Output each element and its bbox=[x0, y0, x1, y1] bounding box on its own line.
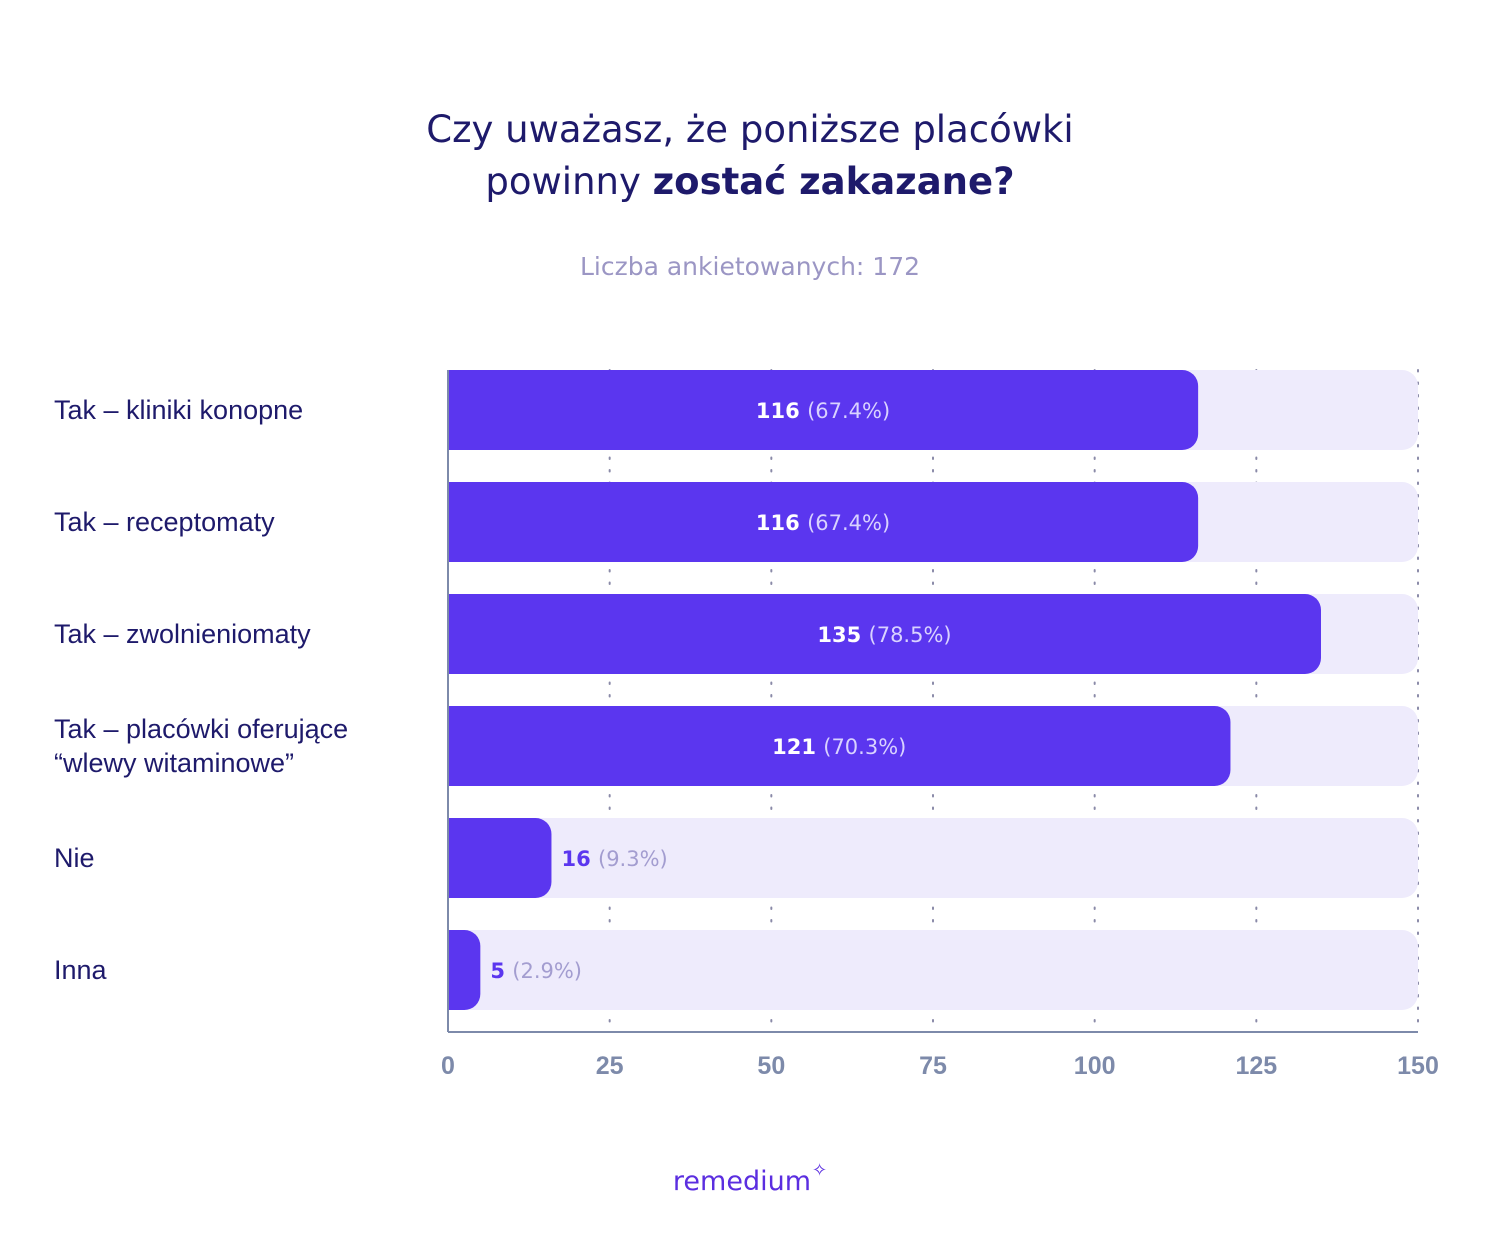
category-label-line: Nie bbox=[54, 843, 95, 873]
bar-left-edge bbox=[448, 930, 464, 1010]
bar-left-edge bbox=[448, 370, 464, 450]
category-label: Inna bbox=[54, 955, 108, 985]
data-label: 121 (70.3%) bbox=[772, 735, 906, 759]
bar-left-edge bbox=[448, 818, 464, 898]
data-label-value: 5 bbox=[490, 959, 512, 983]
chart-subtitle: Liczba ankietowanych: 172 bbox=[579, 252, 921, 281]
data-label-value: 121 bbox=[772, 735, 823, 759]
title-line-2-bold: zostać zakazane? bbox=[652, 160, 1015, 203]
data-label-value: 116 bbox=[756, 511, 807, 535]
x-tick-label: 125 bbox=[1235, 1052, 1277, 1080]
bar-left-edge bbox=[448, 594, 464, 674]
x-tick-label: 50 bbox=[757, 1052, 785, 1080]
bar bbox=[448, 370, 1199, 450]
bar-track bbox=[448, 818, 1418, 898]
category-label-line: Tak – kliniki konopne bbox=[54, 395, 303, 425]
x-tick-label: 100 bbox=[1074, 1052, 1116, 1080]
data-label: 135 (78.5%) bbox=[817, 623, 951, 647]
data-label-percent: (67.4%) bbox=[807, 399, 890, 423]
sparkle-icon: ✧ bbox=[812, 1160, 828, 1181]
data-label-percent: (9.3%) bbox=[598, 847, 668, 871]
data-label-percent: (2.9%) bbox=[512, 959, 582, 983]
data-label-value: 16 bbox=[561, 847, 598, 871]
data-label-value: 116 bbox=[756, 399, 807, 423]
category-label-line: Inna bbox=[54, 955, 108, 985]
x-tick-label: 25 bbox=[596, 1052, 624, 1080]
bar bbox=[448, 818, 552, 898]
x-tick-label: 75 bbox=[919, 1052, 947, 1080]
title-line-2-prefix: powinny bbox=[485, 160, 641, 203]
category-label-line: Tak – receptomaty bbox=[54, 507, 275, 537]
logo: remedium✧ bbox=[0, 1160, 1500, 1197]
category-label: Tak – receptomaty bbox=[54, 507, 275, 537]
category-label: Tak – placówki oferujące “wlewy witaminow… bbox=[54, 714, 348, 778]
bar bbox=[448, 482, 1199, 562]
logo-text: remedium bbox=[672, 1166, 811, 1197]
title-line-2: powinny zostać zakazane? bbox=[0, 156, 1500, 208]
bar bbox=[448, 594, 1321, 674]
data-label: 16 (9.3%) bbox=[561, 847, 667, 871]
category-label-line: Tak – placówki oferujące bbox=[54, 714, 348, 744]
data-label: 5 (2.9%) bbox=[490, 959, 582, 983]
category-label: Tak – kliniki konopne bbox=[54, 395, 303, 425]
bar-track bbox=[448, 930, 1418, 1010]
data-label-value: 135 bbox=[817, 623, 868, 647]
x-tick-label: 0 bbox=[441, 1052, 455, 1080]
data-label-percent: (78.5%) bbox=[869, 623, 952, 647]
category-label-line: Tak – zwolnieniomaty bbox=[54, 619, 311, 649]
bar-left-edge bbox=[448, 706, 464, 786]
bar-left-edge bbox=[448, 482, 464, 562]
bar bbox=[448, 706, 1231, 786]
category-label-line: “wlewy witaminowe” bbox=[54, 748, 294, 778]
title-line-1: Czy uważasz, że poniższe placówki bbox=[426, 108, 1074, 151]
data-label: 116 (67.4%) bbox=[756, 399, 890, 423]
data-label-percent: (70.3%) bbox=[823, 735, 906, 759]
chart-title: Czy uważasz, że poniższe placówki powinn… bbox=[0, 104, 1500, 208]
category-label: Tak – zwolnieniomaty bbox=[54, 619, 311, 649]
data-label-percent: (67.4%) bbox=[807, 511, 890, 535]
x-tick-label: 150 bbox=[1397, 1052, 1439, 1080]
data-label: 116 (67.4%) bbox=[756, 511, 890, 535]
category-label: Nie bbox=[54, 843, 95, 873]
